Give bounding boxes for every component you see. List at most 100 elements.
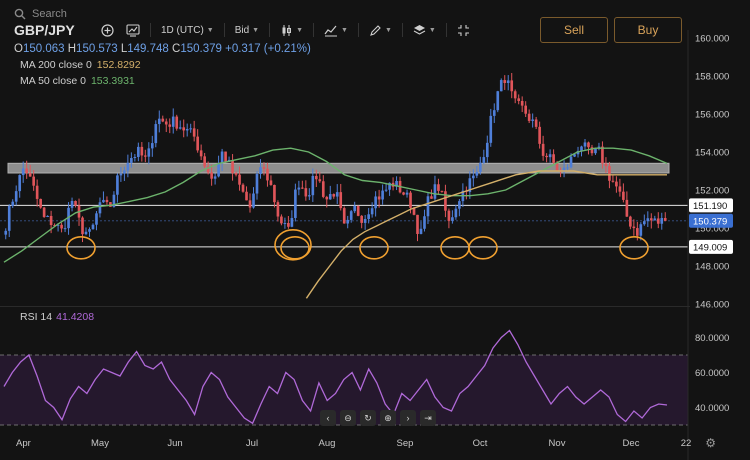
candle-body xyxy=(147,148,151,157)
candle-body xyxy=(472,175,475,179)
time-tick-label: Nov xyxy=(549,438,566,449)
chart-type-button[interactable]: ▼ xyxy=(276,20,307,40)
candle-body xyxy=(109,202,112,207)
search-bar[interactable]: Search xyxy=(14,6,67,22)
candle-body xyxy=(18,175,22,192)
symbol-title[interactable]: GBP/JPY xyxy=(14,22,75,38)
candle-body xyxy=(112,194,116,207)
candle-body xyxy=(287,222,290,227)
buy-button[interactable]: Buy xyxy=(614,17,682,43)
layers-button[interactable]: ▼ xyxy=(409,20,440,40)
toolbar-separator xyxy=(445,23,447,37)
drawing-tools-button[interactable]: ▼ xyxy=(365,20,396,40)
chevron-down-icon: ▼ xyxy=(252,26,260,34)
candle-body xyxy=(224,151,227,162)
time-tick-label: Jul xyxy=(246,438,258,449)
chevron-down-icon: ▼ xyxy=(428,26,436,34)
candle-body xyxy=(217,163,220,177)
candle-body xyxy=(126,162,130,171)
interval-selector[interactable]: 1D (UTC) ▼ xyxy=(157,20,218,40)
candle-body xyxy=(482,157,486,163)
candle-body xyxy=(297,187,301,190)
candle-body xyxy=(423,216,426,229)
toolbar-separator xyxy=(223,23,225,37)
candle-body xyxy=(311,175,315,196)
candle-body xyxy=(182,127,186,131)
candle-body xyxy=(196,136,199,151)
candle-body xyxy=(133,156,137,159)
candle-body xyxy=(409,192,412,208)
time-tick-label: Jun xyxy=(167,438,182,449)
candle-body xyxy=(116,175,119,195)
candle-body xyxy=(569,156,573,168)
price-label-text: 149.009 xyxy=(693,242,727,253)
candle-body xyxy=(220,151,224,164)
pane-divider[interactable] xyxy=(0,306,690,307)
candle-body xyxy=(513,91,517,99)
candle-body xyxy=(301,187,304,189)
candle-body xyxy=(447,210,451,221)
candle-body xyxy=(499,80,503,92)
candle-body xyxy=(468,178,472,192)
chevron-down-icon: ▼ xyxy=(206,26,214,34)
candle-body xyxy=(49,215,53,226)
chevron-down-icon: ▼ xyxy=(384,26,392,34)
scroll-right-button[interactable]: › xyxy=(400,410,416,426)
candle-body xyxy=(119,173,123,176)
candle-body xyxy=(503,80,507,84)
zoom-in-button[interactable]: ⊕ xyxy=(380,410,396,426)
candle-body xyxy=(402,192,405,195)
sell-button[interactable]: Sell xyxy=(540,17,608,43)
candle-body xyxy=(384,189,388,191)
candle-type-icon xyxy=(282,24,292,36)
candle-body xyxy=(562,167,566,172)
candle-body xyxy=(649,218,653,221)
candle-body xyxy=(70,200,74,208)
go-to-end-button[interactable]: ⇥ xyxy=(420,410,436,426)
candle-body xyxy=(91,224,95,230)
price-label-box xyxy=(689,198,733,213)
indicators-button[interactable]: ▼ xyxy=(320,20,352,40)
candle-body xyxy=(360,215,363,223)
zoom-out-icon: ⊖ xyxy=(344,412,352,423)
time-tick-label: May xyxy=(91,438,109,449)
candle-body xyxy=(663,218,667,221)
candle-body xyxy=(39,198,42,208)
candle-body xyxy=(583,142,587,147)
compare-button[interactable] xyxy=(122,20,144,40)
candle-body xyxy=(548,154,552,158)
zoom-out-button[interactable]: ⊖ xyxy=(340,410,356,426)
candle-body xyxy=(573,154,576,157)
price-type-label: Bid xyxy=(234,24,250,36)
candle-body xyxy=(478,162,482,172)
change-value: +0.317 (+0.21%) xyxy=(225,43,311,55)
rsi-legend[interactable]: RSI 14 41.4208 xyxy=(20,311,94,323)
candle-body xyxy=(601,146,604,164)
candle-body xyxy=(178,127,182,129)
price-type-selector[interactable]: Bid ▼ xyxy=(231,20,263,40)
scroll-left-button[interactable]: ‹ xyxy=(320,410,336,426)
candle-body xyxy=(203,156,206,167)
indicators-icon xyxy=(324,25,338,36)
reset-button[interactable]: ↻ xyxy=(360,410,376,426)
candle-body xyxy=(653,218,657,221)
candle-body xyxy=(555,162,559,171)
candle-body xyxy=(405,192,409,195)
candle-body xyxy=(4,230,8,235)
candle-body xyxy=(538,126,541,144)
chevron-right-icon: › xyxy=(406,413,410,423)
candle-body xyxy=(594,148,597,154)
candle-body xyxy=(46,215,49,217)
price-label-box xyxy=(689,239,733,254)
settings-button[interactable]: ⚙ xyxy=(705,436,716,450)
candle-body xyxy=(192,128,196,137)
ma50-legend[interactable]: MA 50 close 0 153.3931 xyxy=(20,75,135,87)
fullscreen-button[interactable] xyxy=(453,20,475,40)
ma200-value: 152.8292 xyxy=(96,59,141,71)
candle-body xyxy=(454,208,458,218)
add-symbol-button[interactable] xyxy=(96,20,118,40)
ohlc-legend: O150.063 H150.573 L149.748 C150.379 +0.3… xyxy=(14,43,311,55)
ma200-legend[interactable]: MA 200 close 0 152.8292 xyxy=(20,59,141,71)
candle-body xyxy=(625,199,629,217)
